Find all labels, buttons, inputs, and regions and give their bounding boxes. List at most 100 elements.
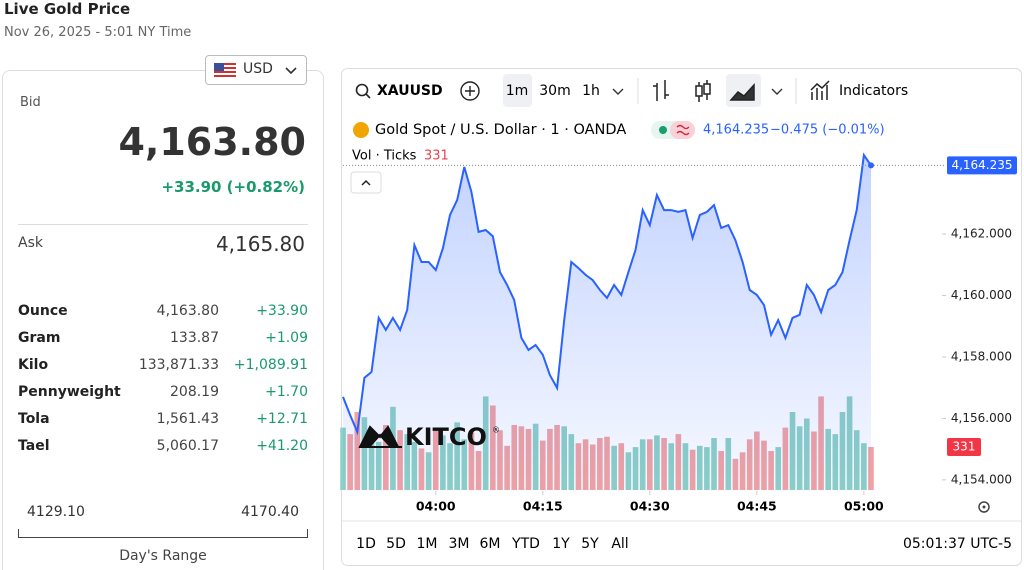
add-symbol[interactable]: [460, 81, 480, 101]
unit-name: Tael: [18, 438, 50, 454]
y-tick-label: 4,160.000: [951, 288, 1012, 302]
bid-label: Bid: [20, 95, 41, 110]
price-badge-label: 4,164.235: [951, 158, 1012, 172]
unit-name: Ounce: [18, 303, 68, 319]
area-icon[interactable]: [729, 83, 755, 101]
candle-body: [695, 85, 703, 97]
unit-price: 133.87: [170, 330, 219, 346]
divider: [18, 224, 308, 225]
unit-name: Tola: [18, 411, 50, 427]
unit-name: Gram: [18, 330, 61, 346]
x-tick-label: 04:15: [523, 499, 563, 514]
ask-price: 4,165.80: [215, 232, 305, 256]
collapse-button[interactable]: [350, 171, 382, 194]
y-tick-label: 4,158.000: [951, 349, 1012, 363]
logo-icon: [358, 425, 402, 448]
logo-mark: ®: [492, 426, 500, 435]
volume-badge: [947, 437, 981, 456]
chevron: [285, 67, 297, 75]
period-button[interactable]: 3M: [449, 536, 470, 552]
currency: USD: [243, 61, 273, 77]
symbol[interactable]: XAUUSD: [377, 83, 443, 99]
unit-change: +41.20: [256, 438, 308, 454]
chart-type-chevron[interactable]: [771, 88, 783, 95]
unit-price: 208.19: [170, 384, 219, 400]
settings-icon-center: [982, 505, 986, 509]
price-area: [343, 155, 871, 490]
unit-price: 4,163.80: [156, 303, 219, 319]
collapse-icon: [361, 179, 371, 186]
x-tick-label: 04:30: [630, 499, 670, 514]
chart-type-active-bg: [726, 74, 761, 107]
timestamp: Nov 26, 2025 - 5:01 NY Time: [4, 25, 192, 40]
legend-title: Gold Spot / U.S. Dollar · 1 · OANDA: [375, 122, 626, 138]
status-dot: [659, 126, 667, 134]
legend-change: −0.475 (−0.01%): [770, 123, 885, 138]
ask-label: Ask: [18, 235, 43, 251]
currency-dropdown[interactable]: USD: [205, 55, 307, 85]
bid-change: +33.90 (+0.82%): [161, 178, 305, 196]
period-button[interactable]: All: [611, 536, 628, 552]
unit-price: 5,060.17: [156, 438, 219, 454]
unit-change: +1.70: [265, 384, 308, 400]
y-tick-label: 4,162.000: [951, 227, 1012, 241]
range-label: Day's Range: [119, 548, 207, 564]
range-high: 4170.40: [241, 504, 299, 520]
period-button[interactable]: 1D: [356, 536, 376, 552]
search-icon-handle: [365, 93, 371, 99]
period-button[interactable]: 5D: [386, 536, 406, 552]
logo: KITCO: [405, 423, 487, 451]
unit-name: Pennyweight: [18, 384, 121, 400]
volume-legend: Vol · Ticks: [352, 149, 417, 164]
unit-change: +12.71: [256, 411, 308, 427]
interval-chevron[interactable]: [612, 88, 624, 95]
clock: 05:01:37 UTC-5: [903, 536, 1012, 552]
delay-icon: [676, 124, 690, 136]
candle-body: [703, 83, 711, 95]
period-button[interactable]: 6M: [480, 536, 501, 552]
unit-change: +1.09: [265, 330, 308, 346]
search-icon[interactable]: [355, 83, 369, 97]
period-button[interactable]: YTD: [511, 536, 540, 552]
plus-icon: [465, 86, 475, 96]
panel-border: [341, 68, 1022, 566]
x-tick-label: 04:45: [737, 499, 777, 514]
unit-name: Kilo: [18, 357, 49, 373]
price-line: [342, 152, 872, 436]
y-tick-label: 4,154.000: [951, 472, 1012, 486]
bars-icon[interactable]: [653, 80, 669, 101]
interval[interactable]: 30m: [539, 83, 570, 99]
quote-panel: [2, 70, 324, 570]
period-button[interactable]: 1Y: [552, 536, 570, 552]
volume-badge-label: 331: [953, 439, 976, 453]
unit-change: +1,089.91: [233, 357, 308, 373]
interval-active-bg: [503, 74, 532, 107]
unit-change: +33.90: [256, 303, 308, 319]
legend-price: 4,164.235: [703, 123, 769, 138]
interval[interactable]: 1m: [506, 83, 529, 99]
price-badge: [947, 156, 1017, 175]
unit-price: 133,871.33: [138, 357, 219, 373]
indicators-icon[interactable]: [810, 80, 830, 100]
plot: 4,154.000 4,156.000 4,158.000 4,160.000 4,16…: [340, 152, 1017, 514]
x-tick-label: 04:00: [416, 499, 456, 514]
interval[interactable]: 1h: [582, 83, 600, 99]
indicators[interactable]: Indicators: [839, 83, 908, 99]
bid-price: 4,163.80: [118, 120, 306, 164]
period-button[interactable]: 1M: [417, 536, 438, 552]
range-low: 4129.10: [27, 504, 85, 520]
x-tick-label: 05:00: [844, 499, 884, 514]
range-bar: [18, 529, 308, 538]
unit-price: 1,561.43: [156, 411, 219, 427]
period-button[interactable]: 5Y: [581, 536, 599, 552]
volume-value: 331: [424, 149, 449, 164]
flag-icon: [214, 63, 236, 77]
last-point: [868, 162, 874, 169]
symbol-logo: [353, 122, 369, 138]
settings-icon[interactable]: [978, 501, 990, 513]
delay-pill: [670, 121, 695, 139]
y-tick-label: 4,156.000: [951, 411, 1012, 425]
page-title: Live Gold Price: [4, 0, 131, 18]
